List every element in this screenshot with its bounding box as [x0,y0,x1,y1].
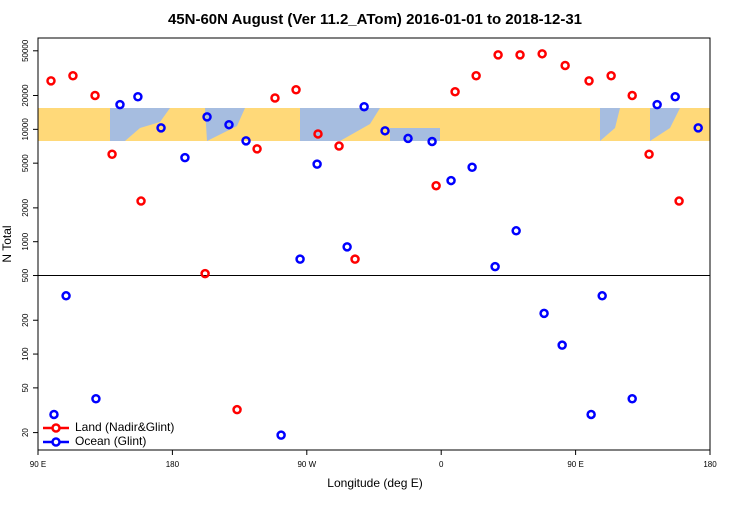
y-tick-label: 20 [21,428,30,437]
point [200,268,210,279]
point [627,90,637,101]
point [644,149,654,160]
point [49,409,59,420]
point [537,49,547,59]
point [350,254,360,264]
point [241,136,251,146]
point [291,85,301,95]
point [627,394,637,404]
point [252,144,262,154]
point [471,70,481,81]
y-tick-label: 1000 [21,232,30,250]
point [270,93,280,103]
point [156,123,166,133]
y-tick-label: 20000 [21,84,30,107]
y-tick-label: 2000 [21,198,30,216]
point [427,136,437,147]
point [107,149,117,160]
x-tick-label: 90 W [297,460,316,469]
point [652,99,662,110]
point [180,152,190,163]
point [431,180,441,191]
point [670,92,680,102]
legend-marker [51,437,61,447]
point [312,159,322,169]
point [90,90,100,101]
y-tick-label: 5000 [21,154,30,172]
point [61,291,71,301]
legend-label: Land (Nadir&Glint) [75,420,174,434]
point [224,119,234,130]
x-tick-label: 180 [703,460,717,469]
y-axis-label: N Total [0,225,14,262]
point [313,129,323,139]
point [136,196,146,206]
point [115,99,125,110]
point [202,112,212,122]
point [380,126,390,136]
point [586,409,596,420]
chart-title: 45N-60N August (Ver 11.2_ATom) 2016-01-0… [168,11,582,28]
point [511,226,521,236]
x-tick-label: 90 E [567,460,583,469]
point [515,50,525,60]
plot-frame [37,37,711,451]
x-tick-label: 90 E [30,460,46,469]
y-tick-label: 50000 [21,39,30,62]
point [295,254,305,264]
point [597,291,607,301]
y-tick-label: 10000 [21,118,30,141]
point [693,123,703,133]
y-tick-label: 100 [21,347,30,361]
point [674,196,684,206]
point [490,261,500,272]
point [584,76,594,86]
x-tick-label: 180 [166,460,180,469]
legend-marker [51,423,61,433]
point [539,308,549,319]
point [493,50,503,60]
y-tick-label: 500 [21,268,30,282]
point [91,394,101,404]
point [46,76,56,86]
x-tick-label: 0 [439,460,444,469]
x-axis-label: Longitude (deg E) [327,476,422,490]
point [232,404,242,415]
point [467,162,477,172]
point [446,175,456,186]
point [606,70,616,81]
point [276,430,286,440]
y-tick-label: 200 [21,313,30,327]
point [359,101,369,112]
point [342,242,352,252]
point [334,141,344,151]
y-tick-label: 50 [21,383,30,392]
point [450,87,460,97]
map-band [38,108,710,141]
point [68,70,78,81]
legend-label: Ocean (Glint) [75,434,146,448]
point [557,340,567,350]
point [133,92,143,102]
point [403,133,413,144]
point [560,60,570,71]
